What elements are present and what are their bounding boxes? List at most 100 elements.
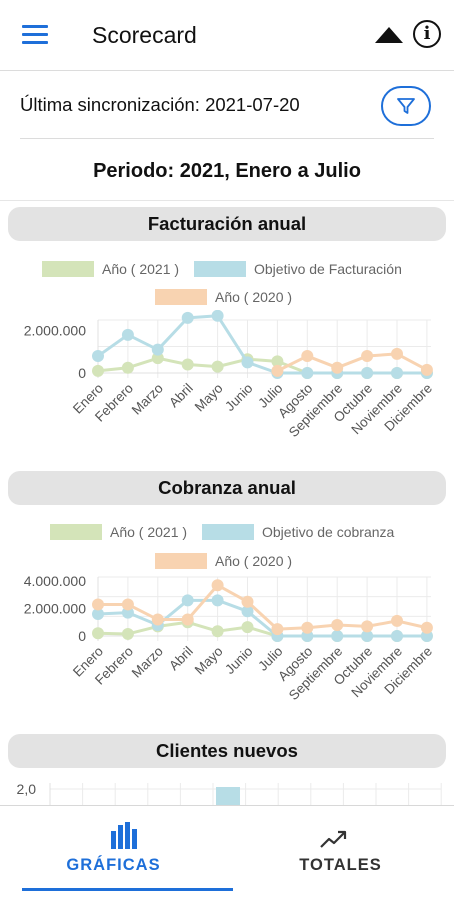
data-point [92, 608, 104, 621]
data-point [241, 356, 254, 369]
data-point [92, 350, 104, 363]
data-point [361, 620, 374, 633]
legend-swatch [155, 553, 207, 569]
x-tick-label: Junio [222, 381, 255, 414]
data-point [420, 630, 433, 642]
legend-label: Año ( 2021 ) [110, 524, 188, 540]
trending-up-icon [320, 830, 347, 848]
bar [216, 787, 240, 805]
data-point [92, 364, 104, 377]
y-tick-label: 2.000.000 [24, 601, 86, 617]
data-point [181, 311, 194, 324]
legend-swatch [155, 289, 207, 305]
section-header-facturacion: Facturación anual [8, 207, 446, 241]
data-point [151, 613, 164, 626]
app-bar: Scorecard i [0, 0, 454, 71]
data-point [420, 621, 433, 634]
y-tick-label: 2,0 [17, 781, 37, 797]
data-point [92, 598, 104, 611]
section-header-cobranza: Cobranza anual [8, 471, 446, 505]
data-point [211, 579, 224, 592]
hamburger-menu-icon[interactable] [22, 25, 48, 45]
data-point [151, 343, 164, 356]
data-point [331, 630, 344, 642]
data-point [331, 361, 344, 374]
tab-graficas-label: GRÁFICAS [66, 856, 161, 874]
data-point [211, 360, 224, 373]
data-point [331, 619, 344, 632]
y-tick-label: 2.000.000 [24, 323, 86, 339]
data-point [121, 328, 134, 341]
triangle-up-icon[interactable] [375, 27, 403, 43]
data-point [181, 613, 194, 626]
filter-funnel-icon [397, 98, 415, 114]
data-point [92, 627, 104, 640]
clientes-bar-chart: 2,0 [17, 781, 442, 805]
data-point [391, 630, 403, 642]
data-point [241, 605, 254, 618]
legend-swatch [202, 524, 254, 540]
divider [0, 200, 454, 201]
x-tick-label: Abril [166, 381, 196, 411]
data-point [181, 594, 194, 607]
legend-label: Objetivo de Facturación [254, 261, 402, 277]
data-point [151, 352, 164, 365]
bottom-navigation: GRÁFICAS TOTALES [0, 805, 454, 901]
legend-swatch [50, 524, 102, 540]
legend-label: Año ( 2020 ) [215, 553, 293, 569]
y-tick-label: 0 [78, 628, 86, 644]
data-point [301, 621, 314, 634]
x-tick-label: Mayo [192, 381, 226, 415]
x-tick-label: Marzo [129, 381, 166, 418]
legend-swatch [42, 261, 94, 277]
data-point [121, 627, 134, 640]
series-line [97, 356, 427, 375]
series-line [276, 352, 428, 373]
data-point [121, 606, 134, 619]
divider [20, 138, 434, 139]
data-point [271, 364, 284, 377]
legend-swatch [194, 261, 246, 277]
x-tick-label: Abril [166, 644, 196, 674]
x-tick-label: Mayo [192, 644, 226, 678]
data-point [420, 363, 433, 376]
data-point [211, 625, 224, 638]
series-line [97, 314, 427, 375]
data-point [391, 347, 403, 360]
data-point [391, 367, 403, 379]
period-label: Periodo: 2021, Enero a Julio [93, 160, 361, 182]
y-tick-label: 0 [78, 365, 86, 381]
tab-graficas[interactable]: GRÁFICAS [0, 806, 227, 901]
tab-totales[interactable]: TOTALES [227, 806, 454, 901]
data-point [121, 598, 134, 611]
x-tick-label: Marzo [129, 644, 166, 681]
data-point [271, 623, 284, 636]
data-point [241, 595, 254, 608]
x-tick-label: Junio [222, 644, 255, 677]
active-tab-indicator [22, 888, 233, 891]
page-title: Scorecard [92, 22, 197, 48]
data-point [301, 350, 314, 363]
data-point [181, 358, 194, 371]
data-point [301, 367, 314, 379]
legend-label: Objetivo de cobranza [262, 524, 395, 540]
data-point [211, 310, 224, 322]
data-point [301, 630, 314, 642]
last-sync-text: Última sincronización: 2021-07-20 [20, 94, 300, 115]
data-point [391, 614, 403, 627]
filter-button[interactable] [381, 86, 431, 126]
tab-totales-label: TOTALES [299, 856, 382, 874]
y-tick-label: 4.000.000 [24, 573, 86, 589]
section-header-clientes: Clientes nuevos [8, 734, 446, 768]
bar-chart-icon [111, 822, 137, 849]
legend-label: Año ( 2020 ) [215, 289, 293, 305]
info-circle-icon[interactable]: i [413, 20, 441, 48]
data-point [361, 630, 374, 642]
data-point [361, 350, 374, 363]
data-point [211, 594, 224, 607]
legend-label: Año ( 2021 ) [102, 261, 180, 277]
data-point [361, 367, 374, 379]
data-point [241, 621, 254, 634]
